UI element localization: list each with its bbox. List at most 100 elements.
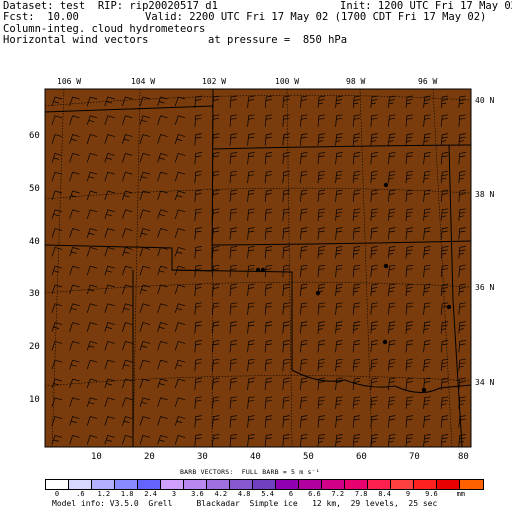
wind-barb (370, 415, 378, 428)
wind-barb (122, 96, 133, 107)
wind-barb (212, 283, 220, 297)
wind-barb (69, 303, 80, 313)
wind-barb (352, 396, 361, 409)
wind-barb (229, 170, 238, 184)
wind-barb (86, 340, 98, 351)
wind-barb (69, 416, 80, 426)
wind-barb (247, 114, 255, 127)
color-swatch (322, 480, 345, 489)
wind-barb (51, 190, 63, 201)
wind-barb (229, 95, 238, 109)
wind-barb (440, 264, 449, 278)
wind-barb (370, 227, 378, 240)
wind-barb (139, 265, 151, 276)
wind-barb (247, 434, 255, 447)
wind-barb (300, 264, 308, 278)
wind-barb (247, 302, 255, 315)
wind-barb (370, 321, 378, 334)
wind-barb (335, 377, 343, 391)
x-grid-labels: 10 20 30 40 50 60 70 80 (91, 452, 469, 462)
wind-barb (458, 95, 466, 109)
y-grid-label: 40 (29, 237, 40, 247)
wind-barb (86, 359, 98, 370)
color-scale-label: 1.8 (120, 490, 134, 498)
wind-barb (139, 434, 151, 445)
wind-barb (300, 208, 308, 221)
wind-barb (317, 246, 326, 259)
color-scale-label: 1.2 (97, 490, 111, 498)
x-grid-label: 10 (91, 452, 102, 462)
color-swatch (299, 480, 322, 489)
wind-barb (423, 340, 431, 353)
wind-barb (458, 396, 466, 409)
wind-barb (174, 265, 186, 276)
wind-barb (122, 228, 133, 238)
wind-barb (440, 170, 449, 184)
wind-barb (282, 170, 290, 184)
wind-barb (300, 170, 308, 184)
wind-barb (194, 114, 202, 127)
wind-barb (69, 134, 80, 144)
wind-barb (370, 114, 378, 127)
wind-barb (122, 416, 133, 426)
model-info-label: Model info: V3.5.0 Grell Blackadar Simpl… (52, 499, 438, 508)
wind-barb (174, 434, 186, 445)
lat-line-36n (44, 281, 472, 294)
wind-barb (370, 358, 378, 372)
color-swatch (276, 480, 299, 489)
wind-barb (157, 265, 168, 276)
wind-barb (104, 434, 115, 445)
wind-barb (194, 227, 202, 240)
wind-barb (370, 283, 378, 297)
wind-barb (51, 359, 63, 370)
wind-barb (352, 321, 361, 334)
wind-barb (51, 246, 63, 257)
wind-barb (264, 170, 273, 184)
color-scale-label: 2.4 (144, 490, 157, 498)
wind-barb (370, 95, 378, 109)
forecast-label: Fcst: 10.00 (3, 11, 79, 23)
wind-barb (440, 396, 449, 409)
wind-barb (247, 321, 255, 334)
wind-barb (264, 340, 273, 353)
wind-barb (423, 321, 431, 334)
wind-barb (157, 246, 168, 257)
wind-barb (335, 189, 343, 203)
wind-barb (423, 246, 431, 259)
wind-barb (300, 114, 308, 127)
wind-barb (104, 303, 115, 313)
wind-barb (212, 302, 220, 315)
wind-barb (264, 358, 273, 372)
station-dot (383, 263, 389, 269)
wind-barb (423, 170, 431, 184)
color-scale-label: 4.2 (214, 490, 228, 498)
wind-barb (423, 227, 431, 240)
color-scale-label: 6 (288, 490, 294, 498)
wind-barb (335, 264, 343, 278)
wind-barb (405, 283, 414, 297)
wind-barb (174, 228, 186, 238)
wind-barb (317, 208, 326, 221)
color-scale-label: 8.4 (378, 490, 391, 498)
wind-barb (86, 115, 98, 125)
wind-barb (317, 189, 326, 203)
x-grid-label: 30 (197, 452, 208, 462)
wind-barb (440, 208, 449, 221)
wind-barb (122, 359, 133, 370)
color-scale-label: 3 (171, 490, 177, 498)
lon-line-100w (286, 88, 293, 448)
wind-barb (264, 415, 273, 428)
wind-barb (51, 303, 63, 313)
x-grid-label: 60 (356, 452, 367, 462)
wind-barb (157, 322, 168, 332)
wind-barb (317, 358, 326, 372)
wind-barb (229, 189, 238, 203)
wind-barb (264, 283, 273, 297)
wind-barb (174, 190, 186, 201)
wind-barb (405, 95, 414, 109)
wind-barb (194, 152, 202, 165)
wind-barb (104, 152, 115, 163)
wind-barb (458, 170, 466, 184)
wind-barb (405, 189, 414, 203)
station-dot (383, 182, 389, 188)
